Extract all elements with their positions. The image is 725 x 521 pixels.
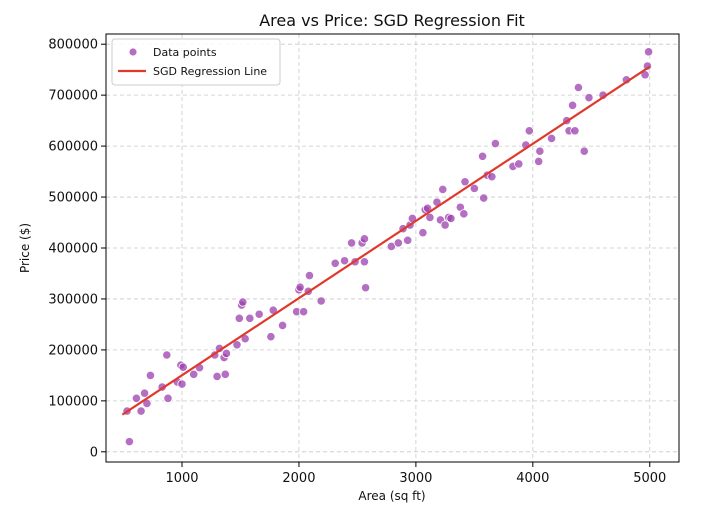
data-point [346, 238, 357, 248]
y-tick-label: 200000 [48, 343, 98, 358]
data-point [304, 270, 315, 281]
data-point [477, 151, 488, 161]
data-point [425, 212, 435, 223]
data-point [459, 209, 469, 219]
data-point [254, 309, 264, 319]
data-point [535, 146, 545, 156]
data-point [393, 238, 403, 248]
data-point [245, 313, 255, 323]
x-axis-ticks: 1000 2000 3000 4000 5000 [165, 462, 666, 486]
x-tick-label: 1000 [165, 471, 198, 486]
data-point [546, 133, 557, 144]
data-point [440, 220, 450, 230]
data-point [490, 138, 501, 149]
data-point [359, 257, 370, 267]
data-point [524, 126, 534, 136]
data-point [178, 362, 188, 372]
plot-frame [105, 33, 680, 463]
data-points [122, 47, 654, 447]
legend: Data points SGD Regression Line [111, 38, 281, 86]
data-point [295, 282, 305, 292]
data-point [359, 234, 370, 244]
regression-line-group [121, 65, 651, 416]
data-point [189, 369, 199, 379]
x-tick-label: 5000 [633, 471, 666, 486]
data-point [238, 297, 248, 307]
data-point [299, 307, 309, 317]
data-point [534, 156, 544, 166]
data-point [162, 350, 172, 360]
chart-title: Area vs Price: SGD Regression Fit [259, 11, 525, 30]
data-point [124, 437, 134, 447]
legend-box [111, 38, 281, 86]
grid-lines [106, 34, 679, 462]
y-axis-ticks: 0 100000 200000 300000 400000 500000 600000 700… [48, 38, 106, 460]
data-point [514, 159, 524, 169]
data-point [339, 256, 350, 266]
data-point [136, 406, 146, 416]
y-tick-label: 400000 [48, 242, 98, 257]
legend-label-data-points: Data points [153, 46, 217, 59]
data-point [418, 228, 428, 238]
data-point [584, 93, 594, 103]
data-point [139, 388, 150, 398]
data-point [403, 235, 413, 245]
data-point [234, 313, 244, 323]
legend-label-regression-line: SGD Regression Line [153, 65, 267, 78]
x-axis-label: Area (sq ft) [358, 489, 425, 503]
data-point [567, 100, 578, 110]
data-point [446, 213, 456, 224]
data-point [266, 332, 276, 342]
regression-line [121, 65, 651, 416]
y-tick-label: 500000 [48, 191, 98, 206]
data-point [220, 369, 230, 379]
y-tick-label: 700000 [48, 89, 98, 104]
x-tick-label: 4000 [516, 471, 549, 486]
data-point [579, 146, 589, 156]
data-point [131, 393, 142, 403]
data-point [277, 320, 288, 331]
data-point [316, 296, 326, 306]
data-point [570, 126, 580, 136]
x-tick-label: 3000 [399, 471, 432, 486]
data-point [469, 183, 479, 193]
y-tick-label: 600000 [48, 140, 98, 155]
y-tick-label: 300000 [48, 292, 98, 307]
data-point [221, 348, 232, 359]
x-tick-label: 2000 [282, 471, 315, 486]
data-point [460, 177, 470, 187]
y-axis-label: Price ($) [18, 223, 32, 273]
data-point [479, 193, 489, 203]
data-point [573, 82, 584, 93]
data-point [361, 283, 371, 293]
data-point [212, 371, 222, 381]
data-point [330, 258, 340, 268]
legend-marker-data-points [128, 47, 138, 57]
data-point [232, 340, 242, 350]
data-point [438, 184, 448, 195]
data-point [163, 393, 173, 403]
y-tick-label: 800000 [48, 38, 98, 53]
data-point [643, 47, 654, 57]
y-tick-label: 100000 [48, 394, 98, 409]
data-point [177, 379, 187, 389]
data-point [642, 61, 653, 71]
data-point [145, 370, 156, 380]
data-point [487, 172, 497, 182]
y-tick-label: 0 [90, 445, 98, 460]
